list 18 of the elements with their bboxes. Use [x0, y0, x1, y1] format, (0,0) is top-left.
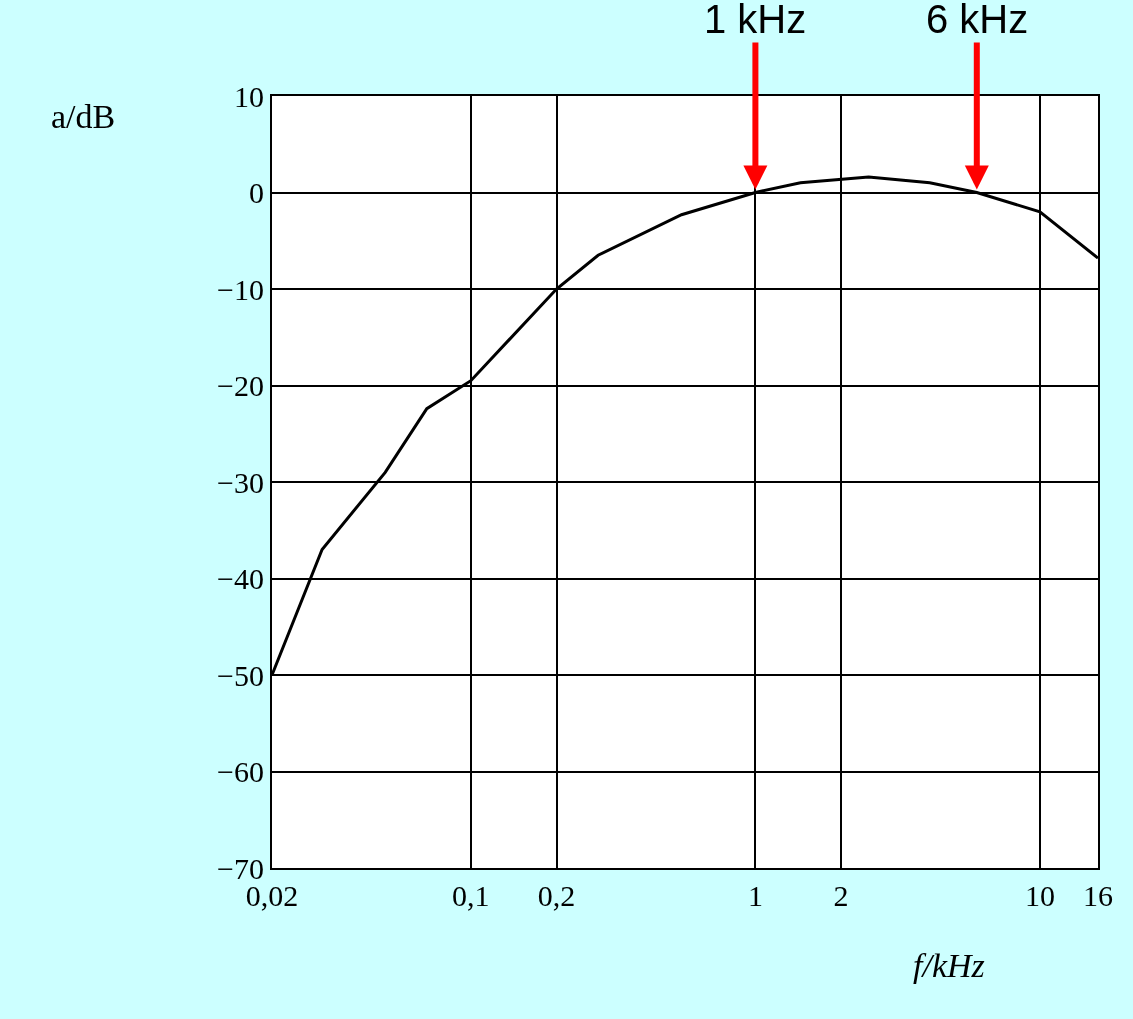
x-tick-label: 1	[747, 879, 763, 912]
annotation: 6 kHz	[926, 0, 1029, 41]
x-tick-label: 0,2	[537, 879, 576, 912]
y-tick-label: −30	[217, 465, 264, 499]
x-tick-label: 16	[1083, 879, 1113, 912]
annotation: 1 kHz	[704, 0, 807, 41]
x-axis-title: f/kHz	[913, 947, 985, 984]
y-tick-label: 10	[234, 79, 264, 113]
x-tick-label: 0,1	[452, 879, 490, 912]
x-tick-label: 10	[1024, 879, 1055, 912]
x-tick-label: 2	[833, 879, 849, 912]
y-axis-title: a/dB	[51, 98, 116, 135]
y-tick-label: −20	[217, 369, 264, 402]
y-tick-label: −60	[217, 755, 264, 788]
y-tick-label: −40	[217, 562, 264, 595]
y-tick-label: −50	[217, 658, 264, 692]
y-tick-label: −10	[217, 272, 264, 306]
y-tick-label: 0	[249, 176, 264, 209]
